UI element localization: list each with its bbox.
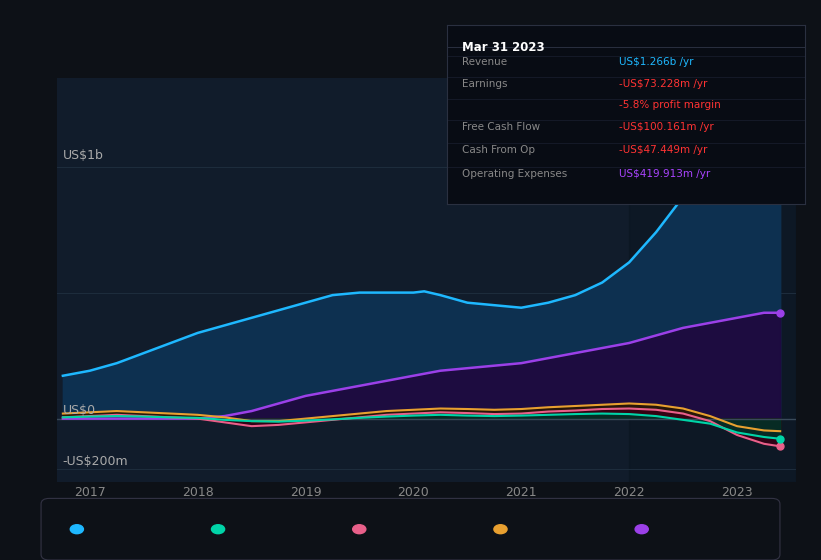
Text: Earnings: Earnings bbox=[231, 522, 282, 536]
Text: Operating Expenses: Operating Expenses bbox=[654, 522, 773, 536]
Text: Revenue: Revenue bbox=[461, 58, 507, 67]
Bar bbox=[629, 78, 796, 482]
Text: Cash From Op: Cash From Op bbox=[513, 522, 595, 536]
Text: Mar 31 2023: Mar 31 2023 bbox=[461, 41, 544, 54]
Text: Earnings: Earnings bbox=[461, 79, 507, 89]
Text: -US$73.228m /yr: -US$73.228m /yr bbox=[619, 79, 707, 89]
Text: Cash From Op: Cash From Op bbox=[461, 145, 534, 155]
Text: -US$100.161m /yr: -US$100.161m /yr bbox=[619, 122, 713, 132]
Text: US$419.913m /yr: US$419.913m /yr bbox=[619, 169, 710, 179]
Text: Revenue: Revenue bbox=[89, 522, 140, 536]
Text: -5.8% profit margin: -5.8% profit margin bbox=[619, 100, 721, 110]
Text: Free Cash Flow: Free Cash Flow bbox=[461, 122, 540, 132]
Text: Operating Expenses: Operating Expenses bbox=[461, 169, 567, 179]
Text: -US$200m: -US$200m bbox=[63, 455, 129, 468]
Text: -US$47.449m /yr: -US$47.449m /yr bbox=[619, 145, 707, 155]
Text: US$1.266b /yr: US$1.266b /yr bbox=[619, 58, 694, 67]
Text: US$1b: US$1b bbox=[63, 148, 103, 162]
Text: Free Cash Flow: Free Cash Flow bbox=[372, 522, 460, 536]
Text: US$0: US$0 bbox=[63, 404, 96, 417]
